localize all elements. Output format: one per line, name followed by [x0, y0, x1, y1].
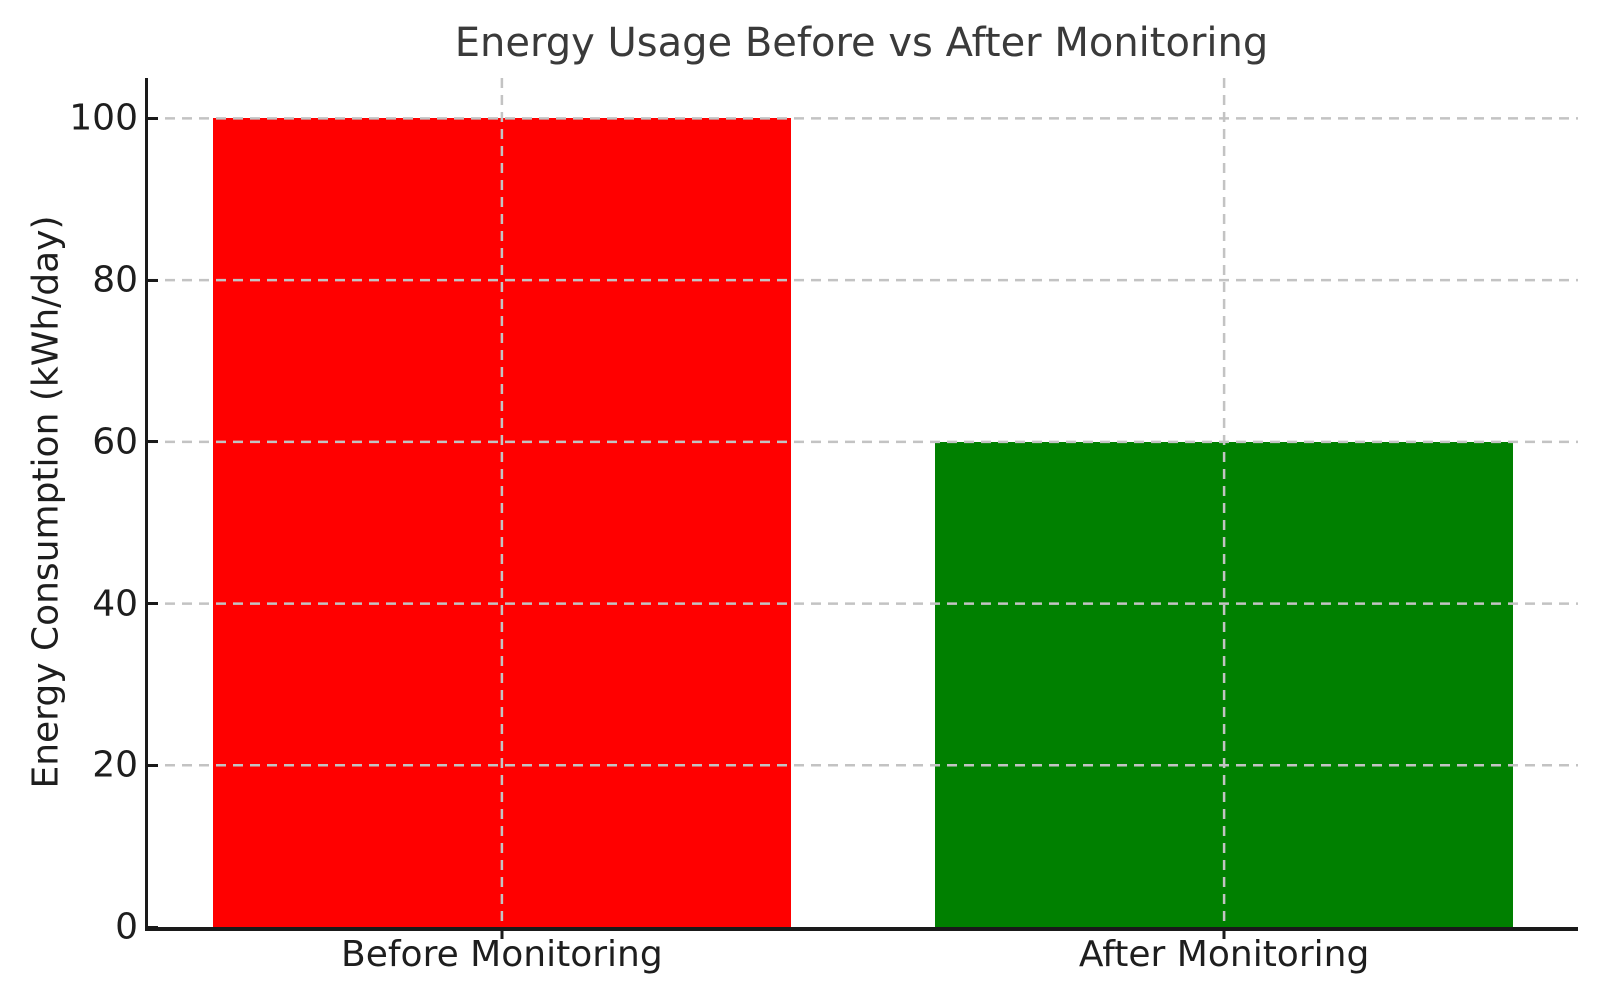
bar-after-monitoring	[935, 441, 1513, 927]
x-tick-label-before-monitoring: Before Monitoring	[341, 934, 663, 975]
y-tick-label: 60	[92, 421, 138, 463]
x-tick-mark	[1222, 931, 1226, 939]
x-tick-label-after-monitoring: After Monitoring	[1078, 934, 1370, 975]
y-tick-mark	[148, 278, 158, 282]
y-tick-mark	[148, 602, 158, 606]
y-tick-label: 80	[92, 259, 138, 301]
bar-series	[148, 78, 1578, 927]
y-tick-label: 100	[69, 97, 138, 139]
plot-area	[145, 78, 1578, 931]
y-tick-label: 0	[115, 906, 138, 948]
bar-before-monitoring	[213, 118, 791, 927]
y-tick-mark	[148, 925, 158, 929]
y-tick-mark	[148, 440, 158, 444]
y-tick-mark	[148, 116, 158, 120]
x-tick-mark	[500, 931, 504, 939]
y-tick-label: 40	[92, 583, 138, 625]
y-axis-label: Energy Consumption (kWh/day)	[25, 215, 67, 789]
chart-title: Energy Usage Before vs After Monitoring	[454, 20, 1269, 66]
y-tick-mark	[148, 763, 158, 767]
y-tick-label: 20	[92, 744, 138, 786]
